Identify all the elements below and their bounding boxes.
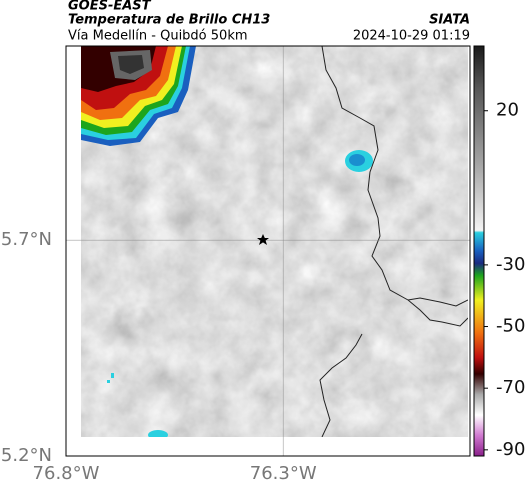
agency: SIATA xyxy=(429,13,470,28)
colorbar xyxy=(473,45,485,457)
y-tick-label: 5.7°N xyxy=(1,229,52,250)
colorbar-tick-label: -90 xyxy=(496,439,525,460)
y-tick-label: 5.2°N xyxy=(1,445,52,466)
map-frame xyxy=(65,45,471,457)
subtitle: Vía Medellín - Quibdó 50km xyxy=(68,29,248,44)
x-tick-label: 76.8°W xyxy=(33,463,100,484)
colorbar-tick-label: -50 xyxy=(496,316,525,337)
source: GOES-EAST xyxy=(68,0,152,14)
title: Temperatura de Brillo CH13 xyxy=(68,13,270,28)
colorbar-tick-label: -30 xyxy=(496,254,525,275)
timestamp: 2024-10-29 01:19 xyxy=(353,29,470,44)
colorbar-tick-label: -70 xyxy=(496,377,525,398)
location-marker xyxy=(257,234,269,245)
satellite-image xyxy=(81,46,468,437)
colorbar-tick-label: 20 xyxy=(496,100,519,121)
x-tick-label: 76.3°W xyxy=(250,463,317,484)
